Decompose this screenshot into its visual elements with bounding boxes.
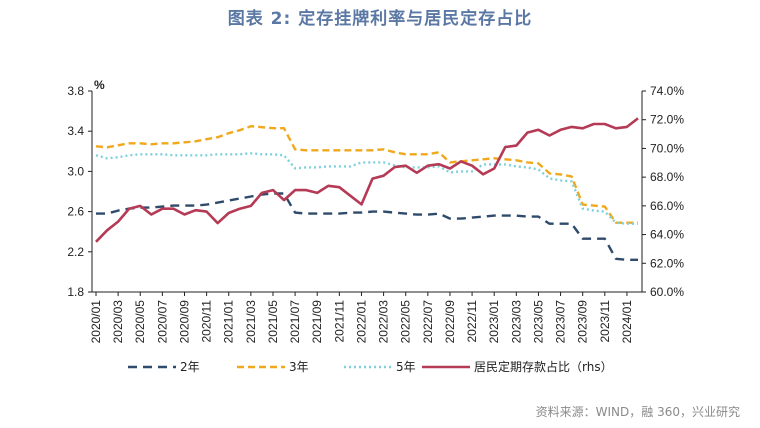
x-tick-label: 2022/03 — [377, 300, 391, 344]
y-tick-label-left: 3.0 — [67, 164, 84, 178]
y-tick-label-right: 60.0% — [650, 285, 684, 299]
legend-label-3: 5年 — [396, 360, 416, 374]
x-tick-label: 2022/01 — [354, 300, 368, 344]
y-tick-label-right: 68.0% — [650, 170, 684, 184]
x-tick-label: 2021/07 — [288, 300, 302, 344]
x-tick-label: 2023/09 — [576, 300, 590, 344]
x-tick-label: 2022/09 — [443, 300, 457, 344]
x-tick-label: 2022/05 — [399, 300, 413, 344]
x-tick-label: 2021/09 — [310, 300, 324, 344]
x-tick-label: 2021/11 — [332, 300, 346, 343]
x-tick-label: 2021/01 — [222, 300, 236, 344]
y-tick-label-left: 1.8 — [67, 285, 84, 299]
x-tick-label: 2020/09 — [177, 300, 191, 344]
series-line-4 — [95, 117, 639, 243]
y-axis-unit-label: % — [94, 78, 105, 92]
y-tick-label-right: 74.0% — [650, 84, 684, 98]
y-tick-label-right: 62.0% — [650, 256, 684, 270]
x-tick-label: 2021/03 — [244, 300, 258, 344]
x-tick-label: 2020/05 — [133, 300, 147, 344]
chart-title: 图表 2: 定存挂牌利率与居民定存占比 — [227, 9, 533, 29]
y-tick-label-right: 64.0% — [650, 228, 684, 242]
series-line-1 — [96, 192, 638, 261]
y-tick-label-left: 3.4 — [67, 124, 84, 138]
x-tick-label: 2020/01 — [89, 300, 103, 344]
y-tick-label-right: 72.0% — [650, 113, 684, 127]
x-tick-label: 2020/07 — [155, 300, 169, 344]
x-tick-label: 2020/11 — [200, 300, 214, 343]
legend-label-2: 3年 — [289, 360, 309, 374]
x-tick-label: 2023/03 — [509, 300, 523, 344]
legend-label-1: 2年 — [180, 360, 200, 374]
x-tick-label: 2022/07 — [421, 300, 435, 344]
x-tick-label: 2022/11 — [465, 300, 479, 343]
y-tick-label-left: 2.2 — [67, 245, 84, 259]
legend-label-4: 居民定期存款占比（rhs） — [474, 359, 613, 374]
y-tick-label-left: 2.6 — [67, 205, 84, 219]
source-note: 资料来源：WIND，融 360，兴业研究 — [535, 405, 740, 419]
x-tick-label: 2023/05 — [531, 300, 545, 344]
x-tick-label: 2023/07 — [554, 300, 568, 344]
x-tick-label: 2024/01 — [620, 300, 634, 344]
series-line-3 — [95, 152, 638, 225]
y-tick-label-left: 3.8 — [67, 84, 84, 98]
x-tick-label: 2023/11 — [598, 300, 612, 343]
x-tick-label: 2021/05 — [266, 300, 280, 344]
y-tick-label-right: 66.0% — [650, 199, 684, 213]
x-tick-label: 2020/03 — [111, 300, 125, 344]
y-tick-label-right: 70.0% — [650, 141, 684, 155]
x-tick-label: 2023/01 — [487, 300, 501, 344]
series-line-2 — [95, 124, 638, 224]
